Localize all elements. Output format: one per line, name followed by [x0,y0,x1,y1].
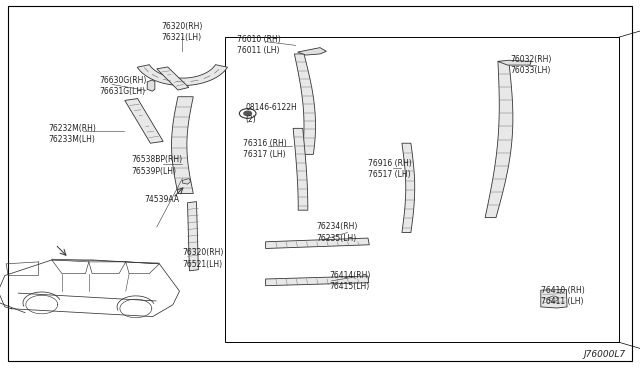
Polygon shape [182,179,191,184]
Text: 08146-6122H
(2): 08146-6122H (2) [245,103,297,124]
Text: 76410 (RH)
76411 (LH): 76410 (RH) 76411 (LH) [541,286,584,306]
Text: 76538BP(RH)
76539P(LH): 76538BP(RH) 76539P(LH) [131,155,182,176]
Bar [225,37,619,342]
Polygon shape [266,238,369,248]
Text: 76232M(RH)
76233M(LH): 76232M(RH) 76233M(LH) [48,124,96,144]
Text: 76234(RH)
76235(LH): 76234(RH) 76235(LH) [317,222,358,243]
Text: 76414(RH)
76415(LH): 76414(RH) 76415(LH) [330,271,371,291]
Text: 76916 (RH)
76517 (LH): 76916 (RH) 76517 (LH) [368,159,412,179]
Polygon shape [157,67,189,90]
Polygon shape [485,61,513,218]
Polygon shape [125,99,163,143]
Polygon shape [172,97,193,193]
Polygon shape [402,143,415,232]
Polygon shape [138,65,227,86]
Polygon shape [147,80,155,91]
Text: J76000L7: J76000L7 [584,350,626,359]
Polygon shape [541,289,567,308]
Polygon shape [298,48,326,55]
Polygon shape [293,128,308,210]
Polygon shape [188,202,198,271]
Text: 76320(RH)
76521(LH): 76320(RH) 76521(LH) [182,248,224,269]
Polygon shape [498,60,531,65]
Text: 76010 (RH)
76011 (LH): 76010 (RH) 76011 (LH) [237,35,280,55]
Text: 74539AA: 74539AA [144,195,179,203]
Text: 76316 (RH)
76317 (LH): 76316 (RH) 76317 (LH) [243,139,287,159]
Text: 76032(RH)
76033(LH): 76032(RH) 76033(LH) [511,55,552,75]
Polygon shape [294,54,316,154]
Circle shape [244,111,252,116]
Text: 76630G(RH)
76631G(LH): 76630G(RH) 76631G(LH) [99,76,147,96]
Polygon shape [266,276,369,286]
Text: 76320(RH)
76321(LH): 76320(RH) 76321(LH) [162,22,203,42]
